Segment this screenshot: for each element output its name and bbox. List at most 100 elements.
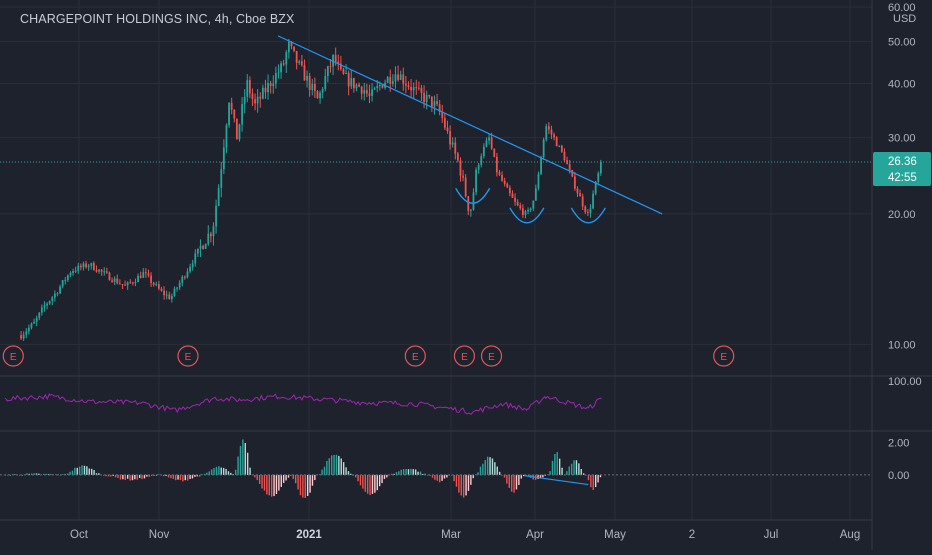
earnings-marker[interactable]: E — [453, 345, 476, 367]
macd-bar — [158, 474, 160, 475]
candle-body — [579, 193, 581, 197]
earnings-marker[interactable]: E — [2, 345, 24, 367]
macd-bar — [110, 474, 112, 477]
last-price-value: 26.36 — [888, 156, 917, 168]
candle-body — [20, 335, 22, 339]
candle-body — [560, 145, 563, 152]
candle-body — [576, 188, 579, 194]
macd-bar — [184, 474, 186, 481]
earnings-marker[interactable]: E — [480, 345, 503, 367]
macd-bar — [254, 474, 256, 478]
candle-body — [360, 86, 363, 94]
candle-body — [584, 206, 587, 213]
candle-body — [514, 197, 516, 202]
macd-bar — [230, 472, 232, 475]
candle-body — [251, 93, 254, 100]
macd-bar — [407, 469, 410, 475]
macd-bar — [266, 474, 268, 495]
candle-body — [181, 276, 184, 283]
candle-body — [241, 104, 243, 125]
price-tick-label: 20.00 — [888, 209, 916, 221]
candle-body — [254, 99, 256, 104]
cup-pattern-arc[interactable] — [455, 187, 491, 204]
candle-body — [594, 181, 597, 194]
macd-bar — [174, 474, 177, 481]
candle-body — [113, 278, 116, 282]
candle-body — [363, 90, 366, 94]
candle-body — [339, 63, 342, 70]
earnings-marker[interactable]: E — [713, 345, 735, 367]
time-tick-label: Oct — [70, 529, 89, 541]
candle-body — [547, 126, 550, 130]
candle-body — [126, 282, 129, 286]
macd-bar — [549, 471, 551, 475]
candle-body — [217, 187, 220, 206]
macd-bar — [280, 474, 282, 487]
macd-bar — [479, 466, 482, 475]
candle-body — [449, 131, 451, 145]
macd-bar — [446, 474, 448, 478]
candle-body — [157, 284, 160, 289]
macd-bar — [460, 474, 462, 496]
macd-bar — [386, 474, 388, 478]
candle-body — [38, 312, 41, 318]
macd-bar — [455, 474, 458, 487]
macd-bar — [364, 474, 366, 492]
candle-body — [90, 263, 93, 266]
macd-bar — [292, 474, 294, 480]
candle-body — [477, 164, 480, 170]
rsi-line — [4, 393, 602, 415]
macd-bar — [42, 473, 45, 475]
macd-bar — [417, 471, 419, 475]
macd-bar — [182, 474, 184, 482]
macd-bar — [14, 474, 16, 475]
earnings-marker-circle — [404, 345, 426, 367]
earnings-marker-label: E — [185, 352, 192, 363]
candle-body — [300, 61, 303, 66]
candle-body — [571, 170, 574, 177]
candle-body — [553, 134, 555, 138]
trendline[interactable] — [277, 35, 663, 215]
candle-body — [316, 91, 319, 99]
candle-body — [423, 92, 425, 102]
candle-body — [402, 74, 405, 84]
candlestick-series — [20, 38, 602, 342]
candle-body — [212, 226, 215, 237]
price-tick-label: 30.00 — [888, 133, 916, 145]
candle-body — [103, 271, 106, 273]
time-tick-label: 2021 — [296, 529, 322, 541]
macd-bar — [201, 474, 203, 475]
candle-body — [456, 153, 459, 161]
candle-body — [319, 92, 321, 99]
macd-bar — [314, 474, 316, 481]
price-axis[interactable]: 60.00 50.00 40.00 30.00 20.00 10.00 USD 100.00 2… — [888, 2, 922, 482]
candle-body — [85, 263, 87, 268]
time-tick-label: Aug — [840, 529, 860, 541]
candle-body — [462, 175, 464, 178]
price-tick-label: 60.00 — [888, 2, 916, 14]
macd-bar — [117, 474, 119, 478]
candle-body — [280, 63, 282, 73]
macd-divergence-line[interactable] — [524, 475, 589, 486]
macd-bar — [50, 474, 52, 476]
cup-pattern-arc[interactable] — [570, 207, 606, 224]
earnings-marker[interactable]: E — [177, 345, 199, 367]
macd-bar — [290, 474, 292, 476]
candle-body — [61, 280, 64, 287]
candle-body — [173, 288, 176, 296]
cup-pattern-arc[interactable] — [509, 207, 545, 224]
candle-body — [204, 244, 207, 249]
macd-bar — [359, 474, 362, 486]
macd-bar — [90, 468, 93, 475]
macd-bar — [585, 474, 587, 476]
candle-body — [69, 272, 72, 276]
macd-bar — [402, 469, 405, 475]
time-axis[interactable]: Oct Nov 2021 Mar Apr May 2 Jul Aug — [70, 529, 860, 541]
macd-bar — [482, 463, 484, 475]
macd-bar — [275, 474, 278, 495]
macd-bar — [395, 472, 398, 475]
earnings-marker[interactable]: E — [404, 345, 426, 367]
macd-bar — [74, 467, 76, 475]
candle-body — [196, 248, 199, 254]
